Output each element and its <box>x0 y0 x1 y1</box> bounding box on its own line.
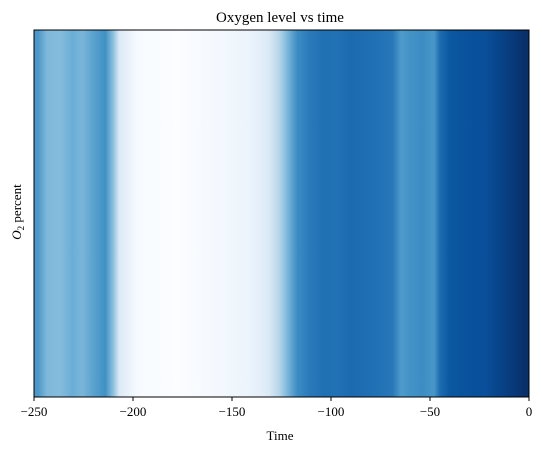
x-tick-label: 0 <box>526 404 533 419</box>
heatmap-area <box>34 30 529 397</box>
plot-frame <box>33 29 530 398</box>
x-tick-label: −150 <box>219 404 246 419</box>
x-axis: −250 −200 −150 −100 −50 0 <box>21 397 533 419</box>
x-tick-label: −200 <box>120 404 147 419</box>
chart-title: Oxygen level vs time <box>216 10 344 26</box>
x-tick-label: −50 <box>420 404 440 419</box>
x-tick-label: −100 <box>318 404 345 419</box>
y-axis-label: O2 percent <box>9 184 26 240</box>
x-axis-label: Time <box>267 428 294 443</box>
x-tick-label: −250 <box>21 404 48 419</box>
